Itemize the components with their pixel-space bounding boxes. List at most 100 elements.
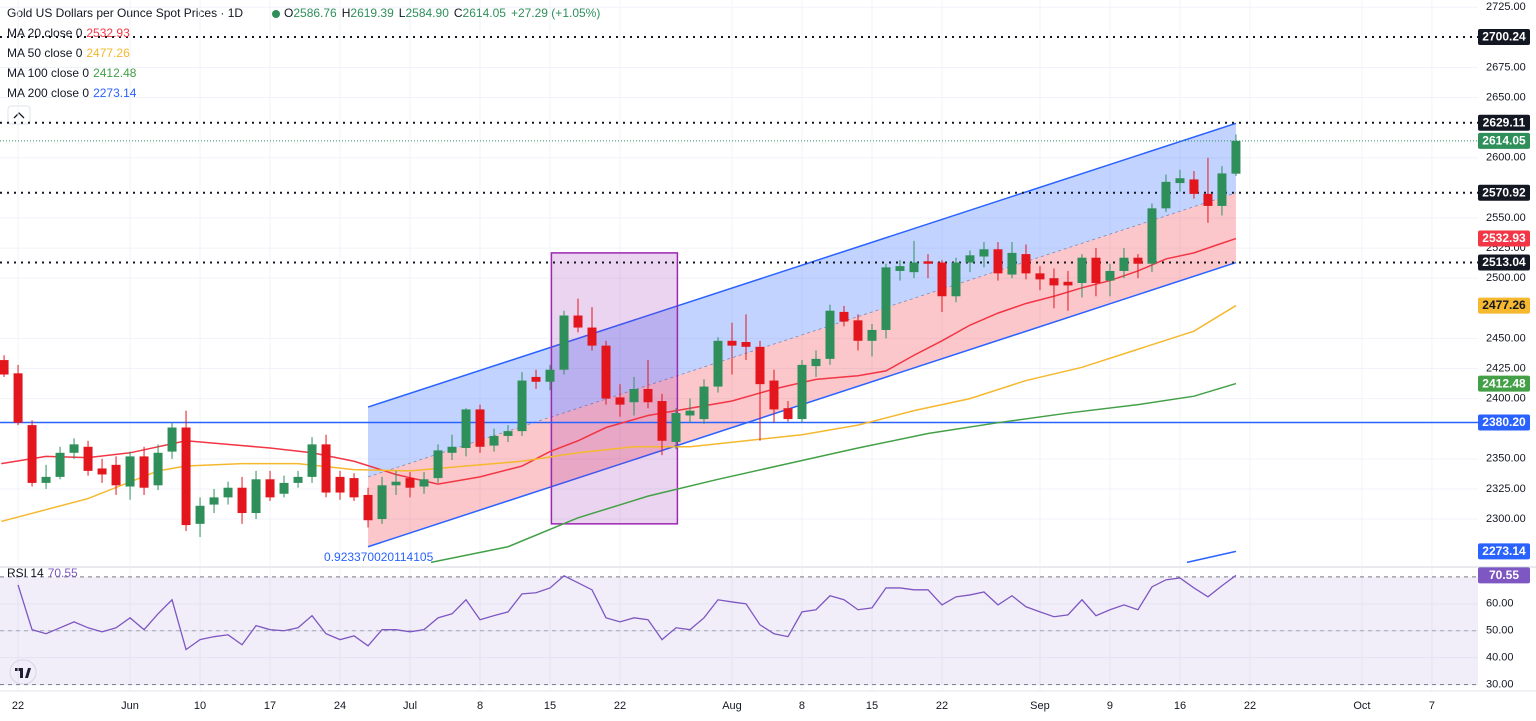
ohlc-value: 2614.05	[463, 6, 507, 20]
ma-legend-name: MA 100 close 0	[7, 66, 89, 80]
price-badge-label: 2513.04	[1482, 255, 1526, 269]
candle-body	[97, 468, 107, 475]
candle-body	[1021, 254, 1031, 274]
candle-body	[923, 261, 933, 264]
y-tick-label: 60.00	[1486, 598, 1514, 610]
y-tick-label: 40.00	[1486, 652, 1514, 664]
ma-legend: MA 100 close 0 2412.48	[7, 66, 137, 80]
x-tick-label: Sep	[1030, 700, 1050, 712]
ma-line	[1, 237, 1237, 485]
y-tick-label: 50.00	[1486, 625, 1514, 637]
ma-legend-value: 2412.48	[93, 66, 137, 80]
candle-body	[1133, 257, 1143, 264]
candle-body	[111, 464, 121, 486]
collapse-icon	[13, 112, 25, 119]
candle-body	[293, 476, 303, 483]
candle-body	[531, 376, 541, 382]
candle-body	[517, 380, 527, 432]
price-badge-label: 70.55	[1489, 568, 1519, 582]
rsi-pane	[0, 568, 1478, 690]
price-badge-label: 2477.26	[1482, 298, 1526, 312]
channel-upper-fill	[368, 123, 1236, 477]
y-tick-label: 2325.00	[1486, 483, 1526, 495]
ohlc-value: 2586.76	[293, 6, 337, 20]
price-badge	[1478, 567, 1530, 584]
candle-body	[1175, 178, 1185, 184]
x-tick-label: Jun	[121, 700, 139, 712]
x-tick-label: 15	[866, 700, 878, 712]
ma-legend-value: 2532.93	[86, 26, 130, 40]
candle-body	[1049, 278, 1059, 286]
price-badge-label: 2614.05	[1482, 134, 1526, 148]
candle-body	[559, 315, 569, 370]
price-badge	[1478, 375, 1530, 392]
candle-body	[1119, 257, 1129, 271]
candle-body	[55, 452, 65, 477]
y-tick-label: 2600.00	[1486, 152, 1526, 164]
x-tick-label: Oct	[1353, 700, 1370, 712]
candle-body	[279, 482, 289, 494]
candle-body	[41, 476, 51, 483]
highlight-box	[550, 252, 679, 525]
rsi-legend: RSI 14 70.55	[7, 566, 78, 580]
candle-body	[167, 427, 177, 452]
candle-body	[727, 340, 737, 346]
x-tick-label: 22	[12, 700, 24, 712]
candle-body	[307, 444, 317, 477]
y-tick-label: 2400.00	[1486, 393, 1526, 405]
ma-line	[430, 382, 1237, 564]
candle-body	[1035, 273, 1045, 280]
y-tick-label: 2550.00	[1486, 212, 1526, 224]
candle-body	[1007, 252, 1017, 275]
price-badge	[1478, 230, 1530, 247]
candle-body	[643, 388, 653, 403]
collapse-button[interactable]	[7, 105, 31, 125]
ohlc-label: C	[454, 6, 463, 20]
channel-label: 0.923370020114105	[324, 550, 434, 564]
price-badge	[1478, 297, 1530, 314]
candle-body	[139, 456, 149, 488]
candle-body	[349, 478, 359, 498]
price-badge	[1478, 29, 1530, 46]
candle-body	[769, 380, 779, 410]
candle-body	[27, 425, 37, 483]
price-axis: 22 Jun 10 17 24 Jul 8 15 22 Aug 8 15 22 Sep 9 16 22 Oct 7 2…	[12, 1, 1526, 712]
ohlc-value: 2584.90	[405, 6, 449, 20]
candle-body	[1063, 281, 1073, 286]
candle-body	[181, 427, 191, 526]
x-tick-label: Jul	[403, 700, 417, 712]
badges: 2700.24 2629.11 2570.92 2513.04 2380.20 2532.…	[1478, 29, 1530, 584]
x-tick-label: 8	[799, 700, 805, 712]
candle-body	[979, 249, 989, 257]
x-tick-label: Aug	[722, 700, 742, 712]
price-badge	[1478, 114, 1530, 131]
candle-body	[965, 255, 975, 263]
x-tick-label: 9	[1107, 700, 1113, 712]
candle-body	[937, 262, 947, 297]
candle-body	[909, 262, 919, 273]
ma-line	[1186, 550, 1237, 564]
candle-body	[223, 487, 233, 498]
candle-body	[265, 479, 275, 498]
x-tick-label: 24	[334, 700, 346, 712]
candle-body	[993, 249, 1003, 274]
ma-legend-name: MA 20 close 0	[7, 26, 83, 40]
ohlc-change: +27.29 (+1.05%)	[511, 6, 600, 20]
candle-body	[237, 487, 247, 514]
candle-body	[13, 373, 23, 423]
candle-body	[671, 413, 681, 442]
channel-upper	[367, 122, 1237, 408]
tradingview-logo[interactable]	[9, 659, 37, 685]
collapse-button-bg	[7, 105, 31, 125]
candle-body	[1161, 181, 1171, 209]
y-tick-label: 2450.00	[1486, 332, 1526, 344]
candle-body	[503, 431, 513, 436]
y-tick-label: 2650.00	[1486, 91, 1526, 103]
candle-body	[1147, 208, 1157, 264]
candle-body	[895, 266, 905, 271]
candle-body	[699, 386, 709, 420]
price-badge	[1478, 184, 1530, 201]
candle-body	[797, 364, 807, 420]
candle-body	[853, 320, 863, 341]
